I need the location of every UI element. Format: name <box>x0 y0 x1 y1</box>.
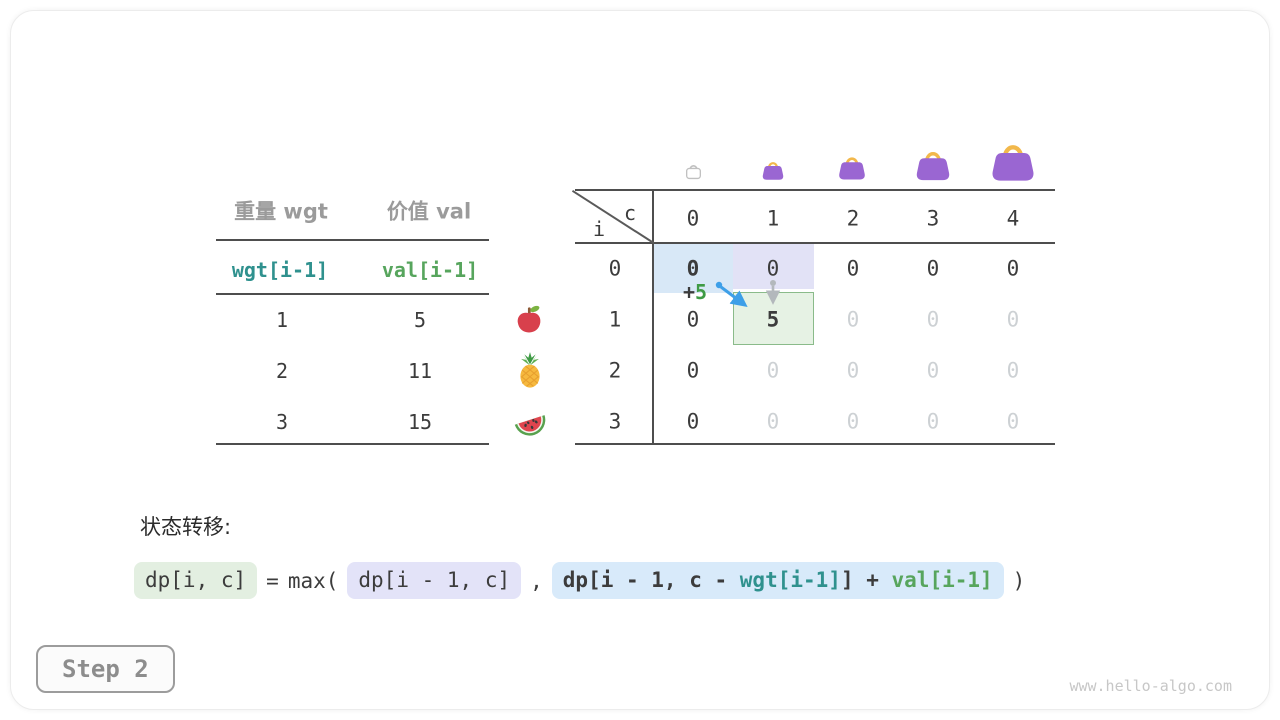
watermelon-icon <box>514 415 546 436</box>
transition-label: 状态转移: <box>140 515 232 539</box>
dp-corner-col-var: c <box>623 201 637 225</box>
transfer-add-label: +5 <box>683 282 707 302</box>
dp-table-rule-vertical <box>652 189 654 445</box>
formula-max-open: max( <box>287 568 339 593</box>
dp-col-header: 3 <box>926 206 940 231</box>
item-row-val: 5 <box>413 308 427 332</box>
apple-icon <box>517 305 541 333</box>
figure-card <box>10 10 1270 710</box>
arg2-infix: ] + <box>840 568 892 592</box>
dp-table-rule-header <box>575 242 1055 244</box>
dp-cell: 0 <box>846 256 860 281</box>
dp-row-header: 1 <box>608 307 622 332</box>
formula-arg1-pill: dp[i - 1, c] <box>347 562 522 599</box>
bag-size-3-icon <box>916 152 950 181</box>
copy-arrow-gray-icon <box>765 280 781 305</box>
transfer-arrow-blue-icon <box>715 281 748 307</box>
items-var-wgt: wgt[i-1] <box>231 258 329 282</box>
items-var-val: val[i-1] <box>381 258 479 282</box>
bag-size-1-icon <box>762 162 784 180</box>
items-header-weight: 重量 wgt <box>234 199 328 224</box>
item-row-val: 15 <box>407 410 433 434</box>
arg2-prefix: dp[i - 1, c - <box>562 568 740 592</box>
item-row-wgt: 2 <box>275 359 289 383</box>
dp-cell: 0 <box>1006 358 1020 383</box>
plus-value: 5 <box>695 280 708 304</box>
empty-bag-icon <box>686 165 701 180</box>
dp-row-header: 2 <box>608 358 622 383</box>
dp-corner-row-var: i <box>592 217 606 241</box>
dp-cell: 0 <box>1006 256 1020 281</box>
item-row-val: 11 <box>407 359 433 383</box>
arg2-wgt-term: wgt[i-1] <box>739 568 841 592</box>
dp-row-header: 3 <box>608 409 622 434</box>
arg2-val-term: val[i-1] <box>891 568 993 592</box>
dp-cell: 0 <box>846 307 860 332</box>
dp-cell: 0 <box>926 307 940 332</box>
bag-size-2-icon <box>839 157 865 180</box>
dp-cell: 5 <box>766 307 780 332</box>
watermark: www.hello-algo.com <box>1069 677 1232 695</box>
dp-cell: 0 <box>846 409 860 434</box>
dp-cell: 0 <box>1006 307 1020 332</box>
dp-cell: 0 <box>926 409 940 434</box>
bag-size-4-icon <box>992 145 1034 181</box>
dp-cell: 0 <box>926 358 940 383</box>
formula-equals: = <box>266 568 279 593</box>
dp-cell: 0 <box>766 256 780 281</box>
dp-cell: 0 <box>1006 409 1020 434</box>
items-table-rule-mid <box>216 293 489 295</box>
transition-formula: dp[i, c] = max( dp[i - 1, c] , dp[i - 1,… <box>134 562 1025 599</box>
dp-cell: 0 <box>766 409 780 434</box>
dp-cell: 0 <box>846 358 860 383</box>
dp-cell: 0 <box>686 358 700 383</box>
dp-col-header: 2 <box>846 206 860 231</box>
dp-col-header: 0 <box>686 206 700 231</box>
dp-cell: 0 <box>686 256 700 281</box>
dp-cell: 0 <box>926 256 940 281</box>
dp-cell: 0 <box>686 307 700 332</box>
dp-table-rule-bottom <box>575 443 1055 445</box>
step-badge: Step 2 <box>36 645 175 693</box>
formula-arg2-pill: dp[i - 1, c - wgt[i-1]] + val[i-1] <box>551 562 1004 599</box>
items-header-value: 价值 val <box>386 199 472 224</box>
item-row-wgt: 1 <box>275 308 289 332</box>
dp-cell: 0 <box>766 358 780 383</box>
items-table-rule-top <box>216 239 489 241</box>
dp-cell: 0 <box>686 409 700 434</box>
pineapple-icon <box>520 352 540 388</box>
items-table-rule-bottom <box>216 443 489 445</box>
formula-close-paren: ) <box>1012 568 1026 593</box>
dp-col-header: 1 <box>766 206 780 231</box>
dp-table-rule-top <box>575 189 1055 191</box>
plus-operator: + <box>682 280 695 304</box>
dp-col-header: 4 <box>1006 206 1020 231</box>
formula-lhs-pill: dp[i, c] <box>134 562 258 599</box>
dp-row-header: 0 <box>608 256 622 281</box>
formula-comma: , <box>530 568 543 593</box>
item-row-wgt: 3 <box>275 410 289 434</box>
